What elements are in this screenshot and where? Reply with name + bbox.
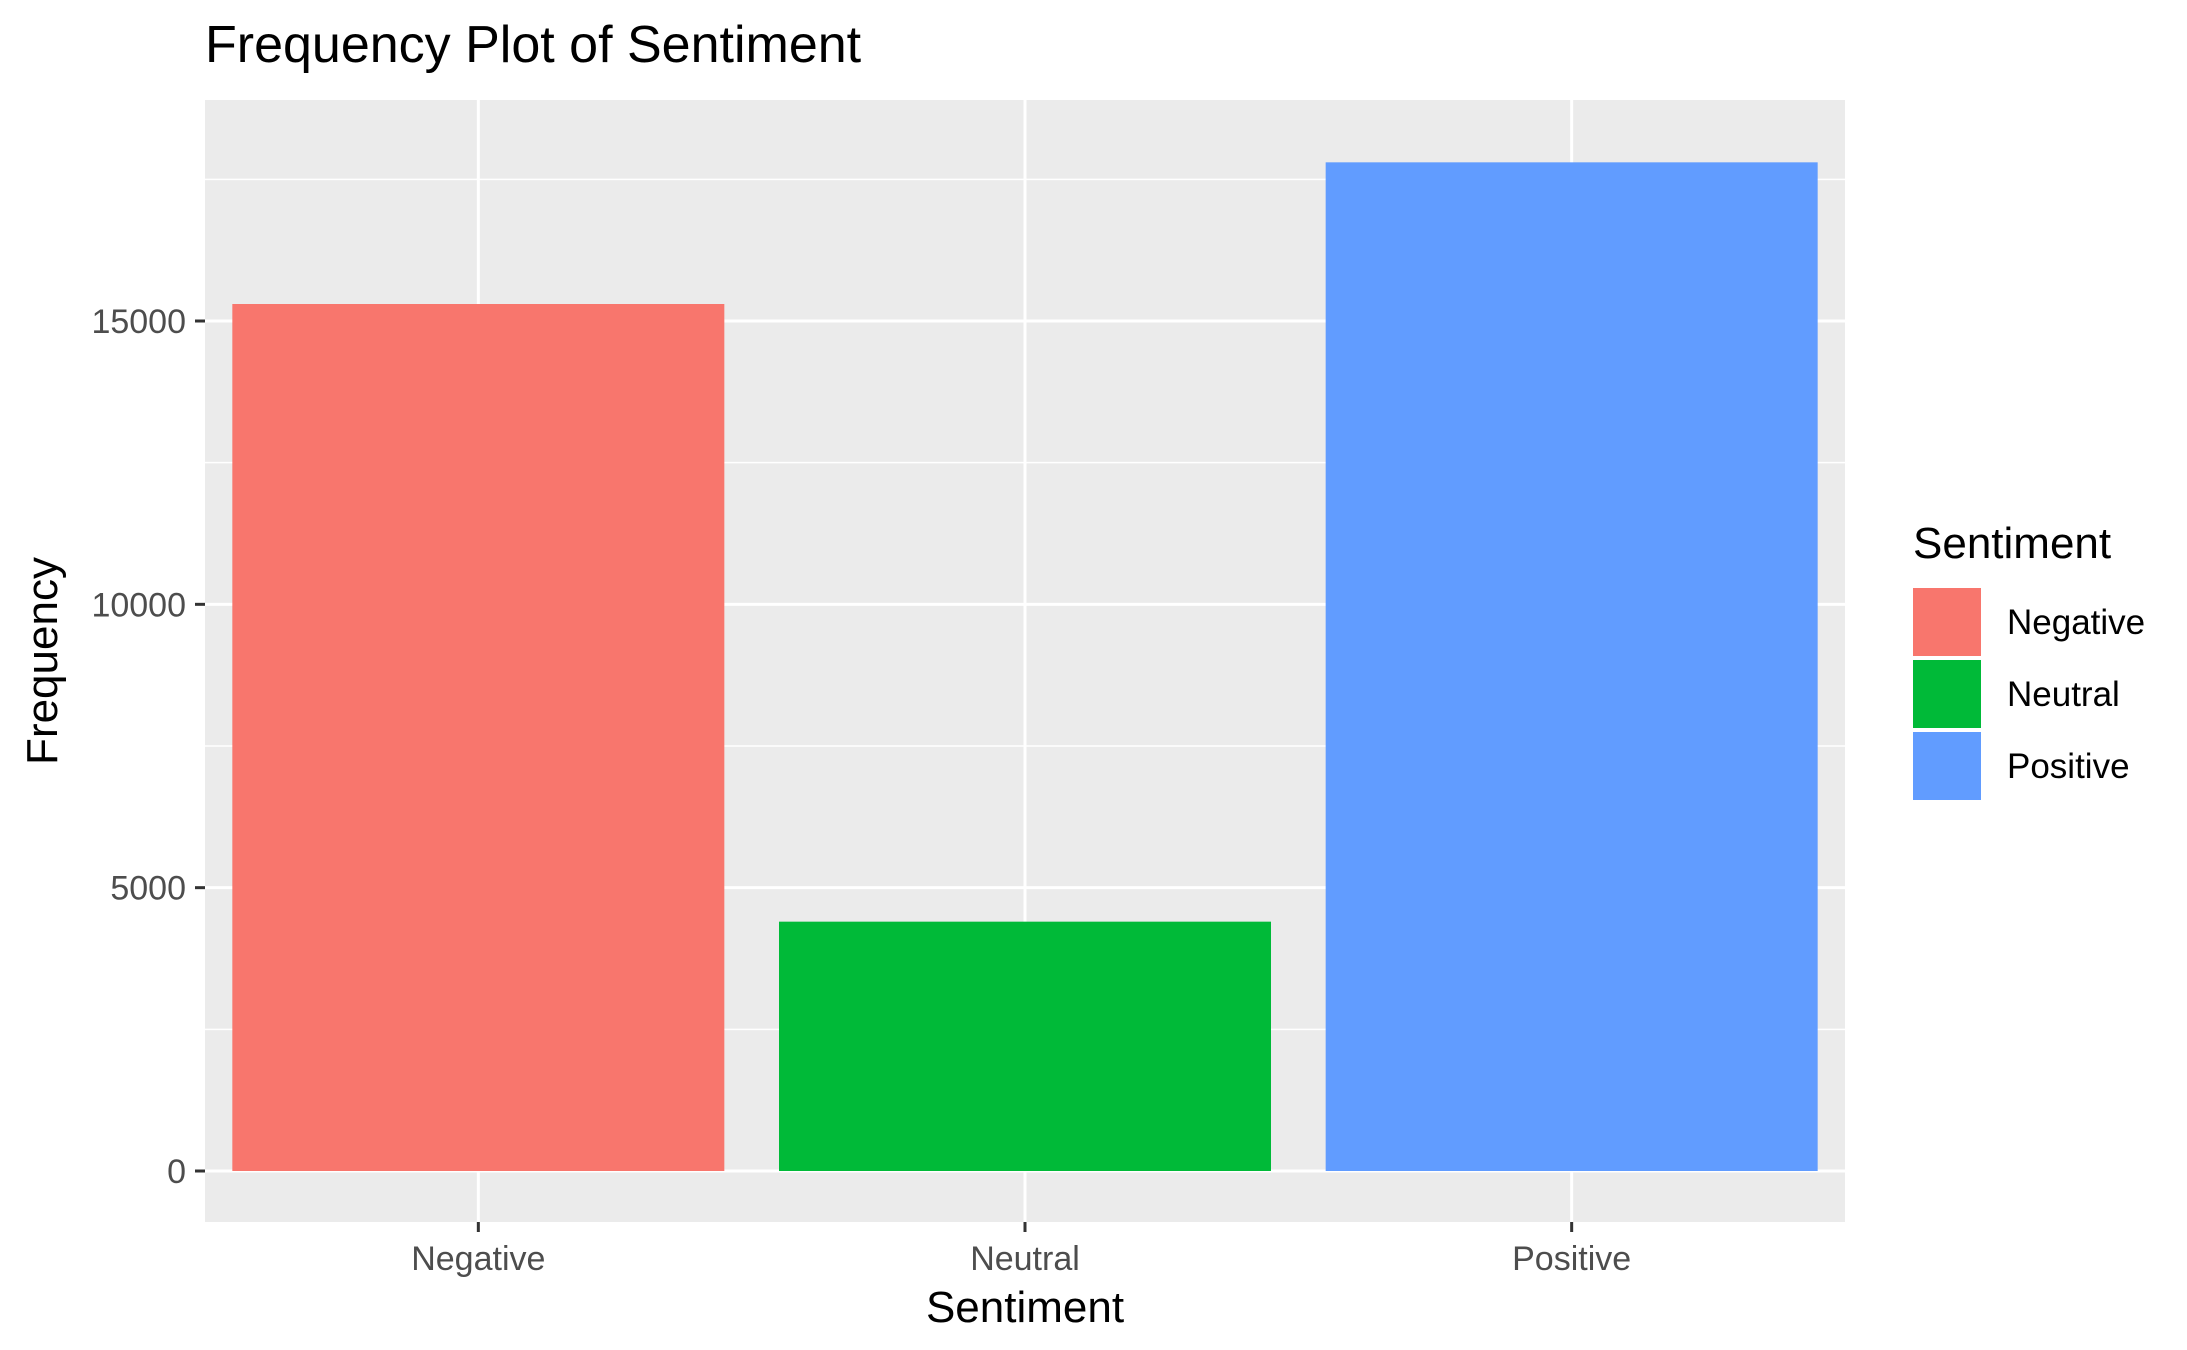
bar-neutral bbox=[779, 921, 1271, 1171]
y-tick-label: 0 bbox=[167, 1153, 186, 1191]
x-axis-title: Sentiment bbox=[926, 1283, 1124, 1332]
legend-title: Sentiment bbox=[1913, 519, 2111, 568]
legend: Sentiment Negative Neutral Positive bbox=[1913, 519, 2145, 800]
x-tick-label: Negative bbox=[411, 1240, 545, 1278]
bars bbox=[232, 162, 1818, 1172]
y-tick-label: 15000 bbox=[91, 303, 186, 341]
x-tick-label: Neutral bbox=[970, 1240, 1080, 1278]
y-tick-label: 10000 bbox=[91, 586, 186, 624]
legend-key-positive bbox=[1913, 732, 1981, 800]
legend-label: Neutral bbox=[2007, 675, 2120, 714]
bar-negative bbox=[232, 304, 725, 1171]
chart-title: Frequency Plot of Sentiment bbox=[205, 16, 862, 74]
legend-label: Negative bbox=[2007, 603, 2145, 642]
x-axis: Negative Neutral Positive bbox=[411, 1222, 1631, 1278]
y-axis: 0 5000 10000 15000 bbox=[91, 303, 205, 1191]
y-tick-label: 5000 bbox=[110, 870, 186, 908]
legend-key-negative bbox=[1913, 588, 1981, 656]
legend-label: Positive bbox=[2007, 747, 2130, 786]
bar-positive bbox=[1325, 162, 1818, 1172]
x-tick-label: Positive bbox=[1512, 1240, 1631, 1278]
legend-key-neutral bbox=[1913, 660, 1981, 728]
y-axis-title: Frequency bbox=[18, 557, 67, 765]
